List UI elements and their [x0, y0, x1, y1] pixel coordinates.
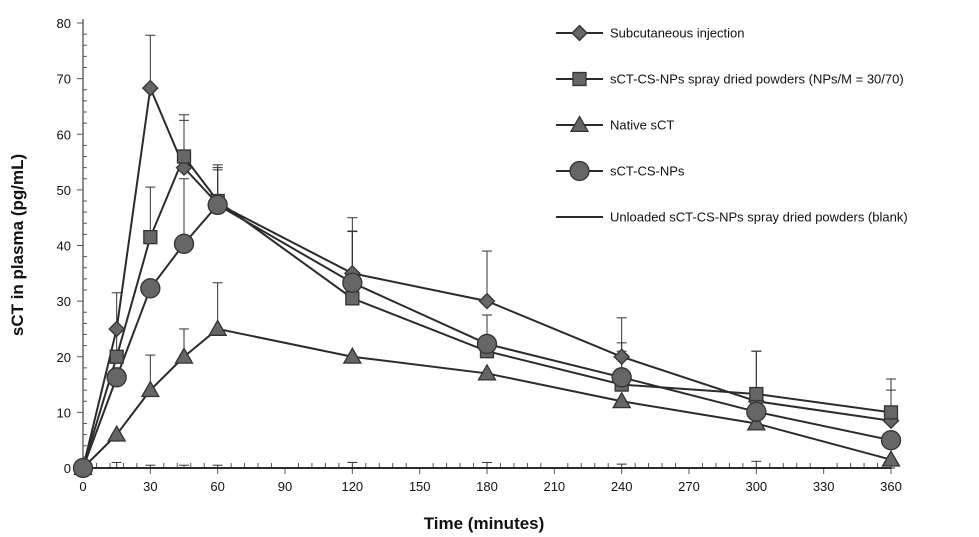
data-point: [746, 413, 766, 431]
data-point: [476, 333, 498, 355]
x-tick-label: 270: [678, 479, 700, 494]
y-tick-label: 70: [57, 72, 71, 87]
data-point: [611, 367, 632, 388]
x-tick-label: 180: [476, 479, 498, 494]
data-point: [342, 346, 362, 364]
legend-marker: [569, 160, 590, 182]
series-line: [82, 154, 892, 469]
data-point: [613, 348, 631, 366]
y-tick-label: 60: [57, 127, 71, 142]
series-line: [82, 84, 892, 469]
y-tick-label: 0: [64, 461, 71, 476]
axes: 0 10 20 30 40 50 60 70 80 0 30 60 90 120 150 180 210 240 2…: [57, 16, 902, 494]
x-tick-label: 240: [611, 479, 633, 494]
series-lines: [82, 84, 892, 469]
series-line: [82, 203, 892, 469]
x-tick-label: 360: [880, 479, 902, 494]
legend-marker: [572, 71, 587, 87]
data-point: [140, 278, 161, 299]
x-axis-title: Time (minutes): [424, 514, 545, 533]
data-point: [143, 230, 158, 245]
data-point: [106, 367, 127, 388]
x-tick-label: 330: [813, 479, 835, 494]
data-point: [749, 386, 764, 402]
data-point: [477, 363, 497, 381]
x-tick-label: 150: [409, 479, 431, 494]
data-point: [746, 401, 767, 422]
error-bars: [111, 34, 896, 468]
x-tick-label: 120: [341, 479, 363, 494]
data-point: [345, 291, 360, 306]
x-tick-label: 60: [210, 479, 224, 494]
y-tick-label: 20: [57, 350, 71, 365]
y-tick-label: 80: [57, 16, 71, 31]
data-point: [342, 272, 363, 293]
data-point: [173, 233, 195, 254]
legend-label: Unloaded sCT-CS-NPs spray dried powders …: [610, 210, 908, 225]
data-point: [478, 292, 496, 310]
legend-marker: [569, 115, 590, 133]
x-tick-label: 30: [143, 479, 157, 494]
legend-label: Subcutaneous injection: [610, 26, 744, 41]
data-point: [612, 391, 632, 409]
x-tick-label: 300: [745, 479, 767, 494]
data-point: [881, 449, 901, 467]
legend: Subcutaneous injection sCT-CS-NPs spray d…: [556, 24, 908, 225]
data-point: [176, 149, 192, 164]
legend-label: Native sCT: [610, 118, 674, 133]
legend-marker: [571, 24, 588, 42]
data-point: [107, 424, 127, 442]
y-tick-label: 50: [57, 183, 71, 198]
y-axis-title: sCT in plasma (pg/mL): [8, 154, 27, 336]
legend-label: sCT-CS-NPs: [610, 164, 685, 179]
data-point: [208, 319, 228, 336]
data-point: [141, 79, 159, 97]
y-tick-label: 40: [57, 239, 71, 254]
data-point: [207, 194, 228, 216]
data-point: [108, 320, 126, 338]
y-tick-label: 10: [57, 405, 71, 420]
x-tick-label: 0: [79, 479, 86, 494]
x-tick-label: 210: [543, 479, 565, 494]
data-point: [175, 159, 193, 177]
data-point: [883, 405, 899, 420]
data-point: [72, 457, 94, 479]
x-tick-label: 90: [278, 479, 292, 494]
data-point: [174, 346, 194, 364]
series-markers: [72, 79, 902, 479]
data-point: [880, 430, 902, 451]
data-point: [140, 380, 160, 398]
data-point: [109, 349, 124, 364]
y-tick-label: 30: [57, 294, 71, 309]
series-line: [82, 327, 892, 469]
legend-label: sCT-CS-NPs spray dried powders (NPs/M = …: [610, 72, 904, 87]
